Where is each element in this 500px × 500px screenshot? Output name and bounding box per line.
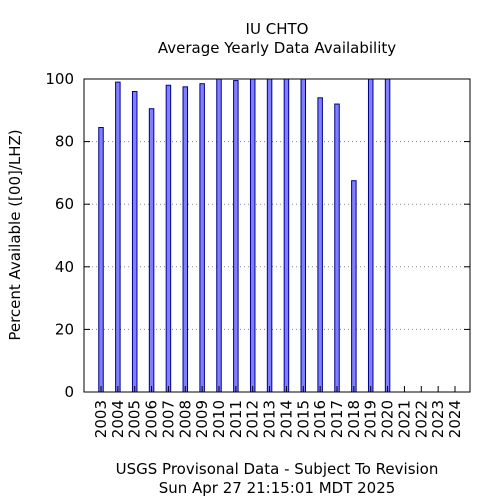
bar-2014: [283, 78, 290, 393]
bar-2013: [266, 78, 273, 393]
x-tick-label: 2017: [328, 400, 346, 438]
footer-line-2: Sun Apr 27 21:15:01 MDT 2025: [159, 479, 396, 497]
bar-2019: [367, 78, 374, 393]
x-tick-label: 2024: [446, 400, 464, 438]
y-tick-label: 80: [55, 133, 74, 151]
y-tick-label: 0: [64, 383, 74, 401]
bar-2004: [115, 81, 121, 393]
x-tick-label: 2009: [193, 400, 211, 438]
bar-2018: [351, 180, 357, 393]
x-tick-label: 2004: [109, 400, 127, 438]
x-tick-label: 2008: [176, 400, 194, 438]
y-tick-label: 20: [55, 320, 74, 338]
grid-lines: [84, 78, 470, 393]
bar-2008: [182, 86, 189, 393]
bar-2016: [317, 97, 323, 393]
y-tick-label: 40: [55, 258, 74, 276]
x-tick-label: 2015: [294, 400, 312, 438]
x-tick-label: 2014: [277, 400, 295, 438]
x-tick-label: 2013: [261, 400, 279, 438]
x-tick-label: 2005: [126, 400, 144, 438]
bars: [98, 78, 391, 393]
bar-2010: [216, 78, 222, 393]
bar-2017: [334, 103, 340, 393]
bar-2006: [148, 108, 155, 393]
bar-2005: [131, 91, 138, 393]
x-tick-label: 2010: [210, 400, 228, 438]
y-axis-label: Percent Available ([00]/LHZ): [6, 129, 24, 340]
x-tick-label: 2006: [143, 400, 161, 438]
y-tick-label: 60: [55, 195, 74, 213]
footer-line-1: USGS Provisonal Data - Subject To Revisi…: [116, 460, 439, 478]
plot-frame: [83, 78, 471, 393]
x-tick-label: 2023: [429, 400, 447, 438]
x-tick-label: 2018: [345, 400, 363, 438]
bar-2003: [98, 127, 104, 393]
x-tick-label: 2012: [244, 400, 262, 438]
x-tick-label: 2021: [395, 400, 413, 438]
y-axis-ticks: 0 20 40 60 80 100: [45, 70, 470, 401]
bar-2009: [199, 83, 205, 393]
x-tick-label: 2019: [362, 400, 380, 438]
x-tick-label: 2020: [379, 400, 397, 438]
chart-title: IU CHTO: [246, 20, 309, 38]
x-tick-label: 2016: [311, 400, 329, 438]
bar-2011: [233, 80, 239, 393]
x-axis-ticks: 2003200420052006200720082009201020112012…: [92, 386, 464, 438]
bar-2007: [165, 84, 172, 393]
x-tick-label: 2007: [159, 400, 177, 438]
bar-2012: [249, 78, 256, 393]
y-tick-label: 100: [45, 70, 74, 88]
bar-2020: [384, 78, 391, 393]
bar-2015: [300, 78, 307, 393]
x-tick-label: 2022: [412, 400, 430, 438]
x-tick-label: 2003: [92, 400, 110, 438]
x-tick-label: 2011: [227, 400, 245, 438]
chart-subtitle: Average Yearly Data Availability: [158, 39, 396, 57]
